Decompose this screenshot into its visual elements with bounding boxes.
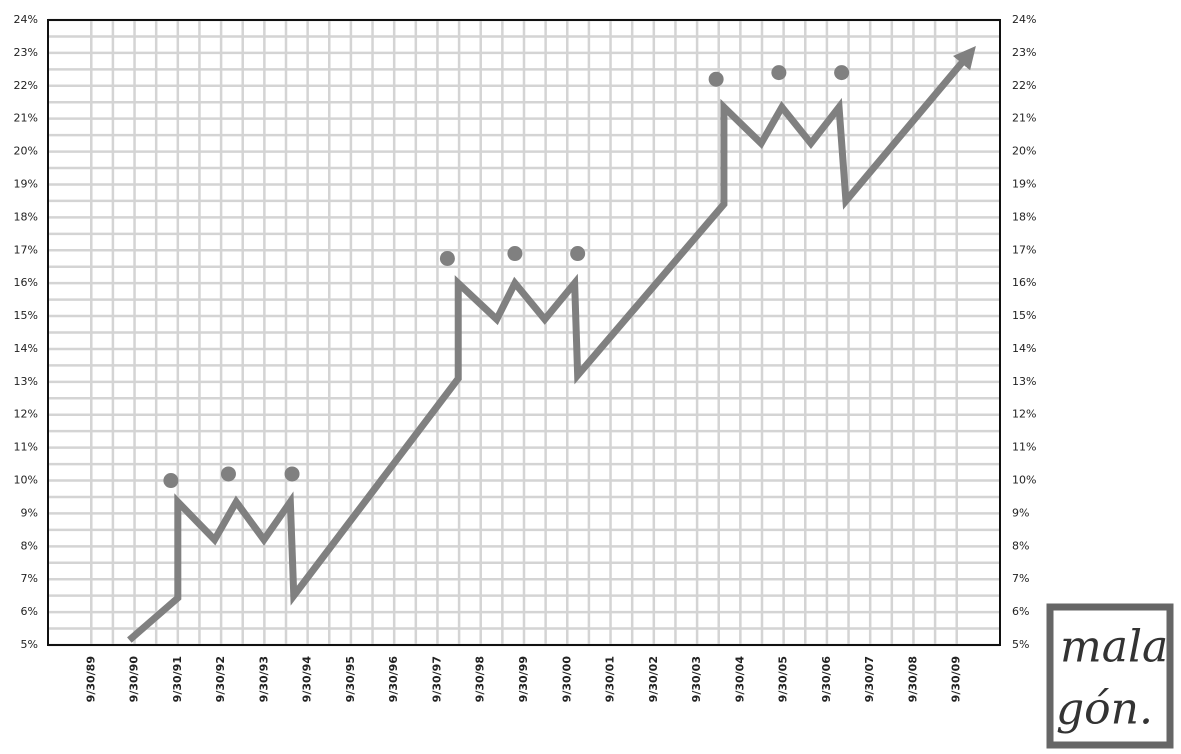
y-tick-label: 18% bbox=[14, 210, 38, 223]
y2-tick-label: 21% bbox=[1012, 112, 1036, 125]
dot bbox=[220, 466, 236, 482]
signature-line: gón. bbox=[1056, 684, 1153, 735]
x-tick-label: 9/30/05 bbox=[777, 656, 790, 702]
x-tick-label: 9/30/98 bbox=[474, 656, 487, 702]
x-tick-label: 9/30/92 bbox=[214, 656, 227, 702]
x-tick-label: 9/30/91 bbox=[171, 656, 184, 702]
dot bbox=[439, 250, 455, 266]
x-tick-label: 9/30/94 bbox=[301, 656, 314, 703]
x-tick-label: 9/30/01 bbox=[604, 656, 617, 702]
y-tick-label: 10% bbox=[14, 474, 38, 487]
signature-frame bbox=[1046, 603, 1174, 749]
marks bbox=[127, 46, 976, 643]
grid bbox=[48, 18, 1000, 647]
y2-tick-label: 9% bbox=[1012, 506, 1029, 519]
y2-tick-label: 8% bbox=[1012, 539, 1029, 552]
y-tick-label: 17% bbox=[14, 243, 38, 256]
x-tick-label: 9/30/07 bbox=[863, 656, 876, 702]
y2-tick-label: 12% bbox=[1012, 408, 1036, 421]
x-tick-label: 9/30/09 bbox=[950, 656, 963, 702]
y2-tick-label: 7% bbox=[1012, 572, 1029, 585]
x-tick-label: 9/30/00 bbox=[560, 656, 573, 703]
x-tick-label: 9/30/03 bbox=[690, 656, 703, 702]
y2-tick-label: 20% bbox=[1012, 145, 1036, 158]
y-tick-label: 20% bbox=[14, 145, 38, 158]
x-tick-label: 9/30/02 bbox=[647, 656, 660, 702]
y-tick-label: 6% bbox=[21, 605, 38, 618]
y-tick-label: 7% bbox=[21, 572, 38, 585]
dot bbox=[834, 65, 850, 81]
y2-tick-label: 17% bbox=[1012, 243, 1036, 256]
y2-tick-label: 22% bbox=[1012, 79, 1036, 92]
y-tick-label: 14% bbox=[14, 342, 38, 355]
x-tick-label: 9/30/04 bbox=[733, 656, 746, 703]
y-tick-label: 12% bbox=[14, 408, 38, 421]
dot bbox=[708, 71, 724, 87]
x-tick-label: 9/30/97 bbox=[430, 656, 443, 702]
y2-tick-label: 24% bbox=[1012, 13, 1036, 26]
y-tick-label: 11% bbox=[14, 441, 38, 454]
x-tick-label: 9/30/95 bbox=[344, 656, 357, 702]
x-tick-label: 9/30/93 bbox=[257, 656, 270, 702]
dot bbox=[771, 65, 787, 81]
y2-tick-label: 23% bbox=[1012, 46, 1036, 59]
y2-tick-label: 10% bbox=[1012, 474, 1036, 487]
x-tick-label: 9/30/99 bbox=[517, 656, 530, 702]
dot bbox=[507, 246, 523, 262]
y2-tick-label: 5% bbox=[1012, 638, 1029, 651]
x-tick-label: 9/30/06 bbox=[820, 656, 833, 703]
y-tick-label: 16% bbox=[14, 276, 38, 289]
x-tick-label: 9/30/90 bbox=[128, 656, 141, 703]
y-tick-label: 21% bbox=[14, 112, 38, 125]
x-tick-label: 9/30/08 bbox=[906, 656, 919, 702]
y2-tick-label: 14% bbox=[1012, 342, 1036, 355]
x-tick-label: 9/30/89 bbox=[84, 656, 97, 702]
line bbox=[127, 46, 976, 643]
y-tick-label: 22% bbox=[14, 79, 38, 92]
y2-tick-label: 13% bbox=[1012, 375, 1036, 388]
y-tick-label: 8% bbox=[21, 539, 38, 552]
dot bbox=[284, 466, 300, 482]
dot bbox=[570, 246, 586, 262]
y2-tick-label: 15% bbox=[1012, 309, 1036, 322]
x-tick-label: 9/30/96 bbox=[387, 656, 400, 703]
signature-line: mala bbox=[1060, 622, 1168, 673]
y2-tick-label: 16% bbox=[1012, 276, 1036, 289]
y-tick-label: 13% bbox=[14, 375, 38, 388]
y-tick-label: 15% bbox=[14, 309, 38, 322]
y2-tick-label: 18% bbox=[1012, 210, 1036, 223]
y-tick-label: 5% bbox=[21, 638, 38, 651]
y2-tick-label: 19% bbox=[1012, 177, 1036, 190]
y-tick-label: 9% bbox=[21, 506, 38, 519]
y2-tick-label: 6% bbox=[1012, 605, 1029, 618]
y2-tick-label: 11% bbox=[1012, 441, 1036, 454]
signature-box: mala gón. bbox=[1046, 603, 1174, 749]
y-tick-label: 19% bbox=[14, 177, 38, 190]
dot bbox=[163, 473, 179, 489]
plot-frame bbox=[47, 19, 1001, 646]
y-tick-label: 23% bbox=[14, 46, 38, 59]
y-tick-label: 24% bbox=[14, 13, 38, 26]
